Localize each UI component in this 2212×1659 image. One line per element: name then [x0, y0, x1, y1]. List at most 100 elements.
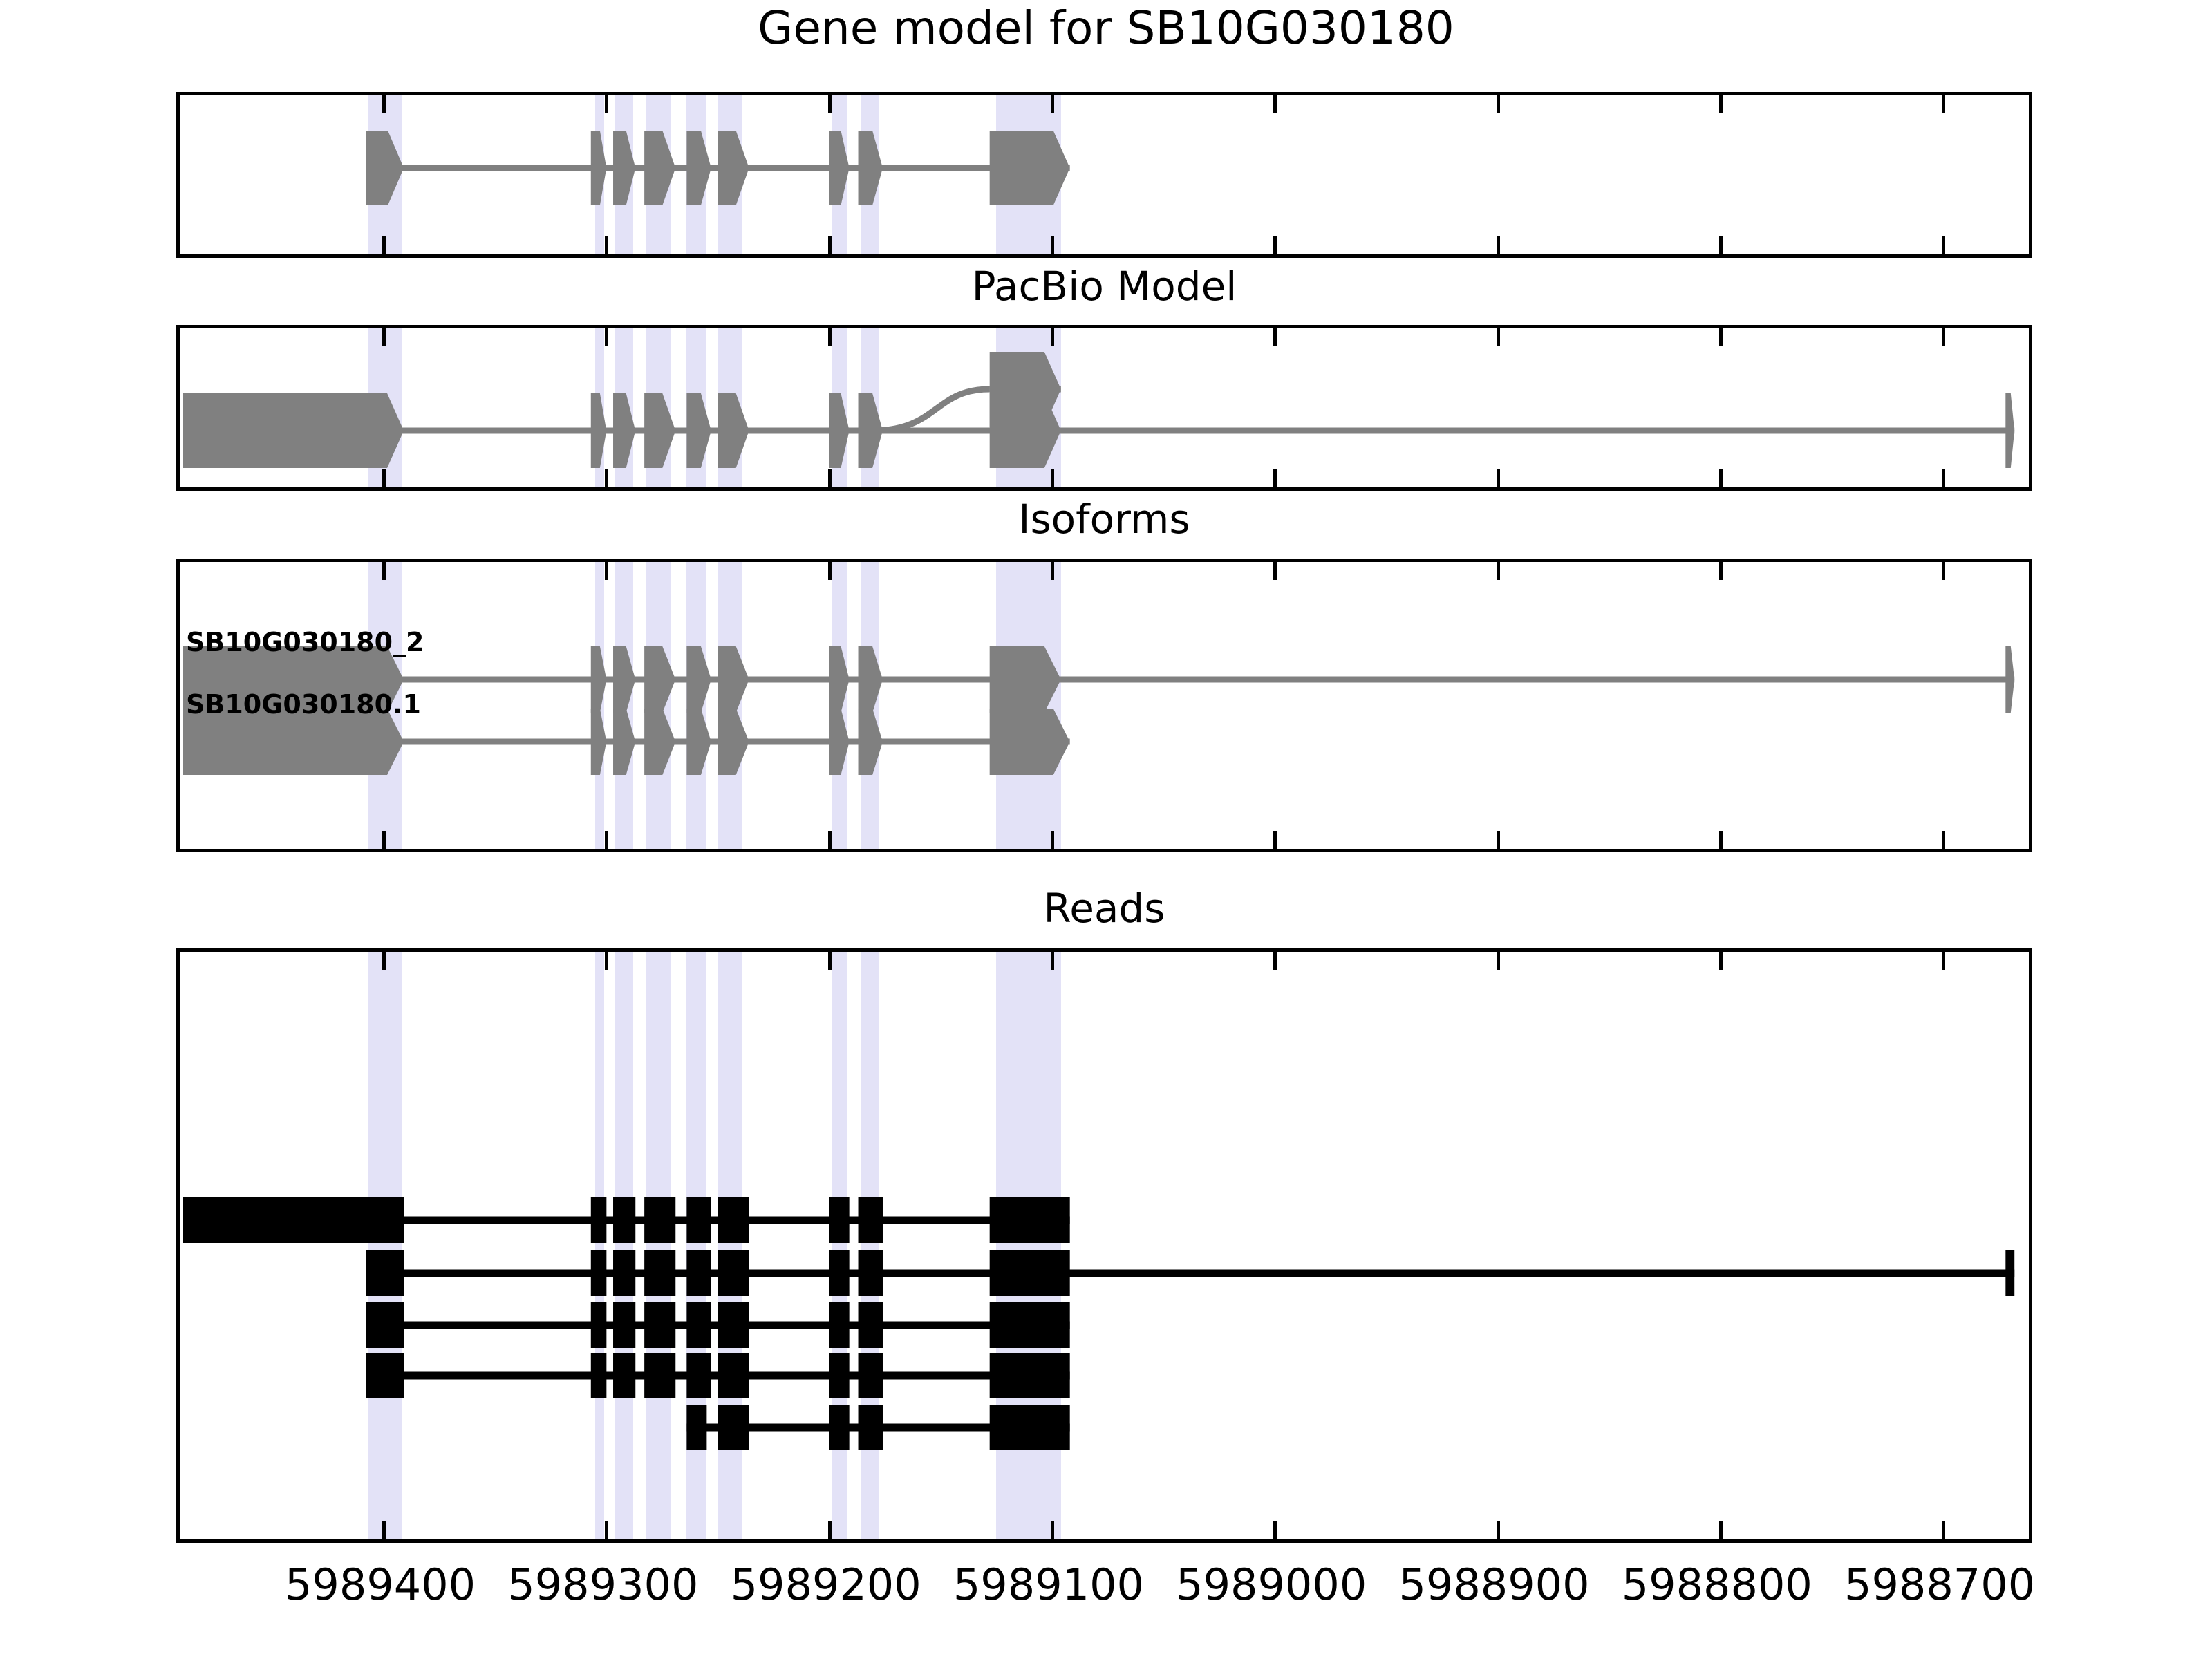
axis-tick	[1273, 952, 1277, 970]
exon-block	[590, 1250, 607, 1296]
exon-block	[613, 1302, 636, 1348]
isoform-tracks	[183, 646, 2015, 775]
axis-tick	[1496, 1521, 1500, 1539]
exon-block	[829, 1250, 850, 1296]
exon-block	[718, 646, 749, 713]
axis-tick	[1718, 95, 1723, 113]
axis-tick	[1718, 952, 1723, 970]
exon-block	[718, 1250, 749, 1296]
exon-block	[183, 393, 404, 468]
exon-block	[718, 1353, 749, 1398]
axis-tick	[827, 562, 832, 580]
exon-block	[644, 709, 676, 775]
axis-tick	[1942, 831, 1946, 849]
exon-block	[829, 709, 850, 775]
axis-tick	[1273, 1521, 1277, 1539]
axis-tick	[1496, 952, 1500, 970]
exon-block	[686, 393, 711, 468]
exon-block	[2005, 1250, 2015, 1296]
axis-tick	[1050, 95, 1054, 113]
exon-block	[718, 1197, 749, 1243]
axis-tick	[827, 952, 832, 970]
axis-tick	[605, 469, 609, 487]
exon-block	[644, 1302, 676, 1348]
exon-block	[858, 1353, 883, 1398]
axis-tick	[1496, 236, 1500, 254]
panel-title-pacbio-model: PacBio Model	[971, 263, 1237, 310]
exon-block	[686, 1302, 711, 1348]
transcript-row	[366, 131, 1070, 205]
axis-tick	[382, 831, 386, 849]
exon-block	[2005, 393, 2015, 468]
highlight-band	[615, 952, 634, 1539]
exon-block	[366, 1302, 404, 1348]
axis-tick	[605, 95, 609, 113]
axis-tick	[1273, 236, 1277, 254]
exon-block	[590, 709, 607, 775]
highlight-band	[368, 952, 402, 1539]
axis-tick	[1496, 328, 1500, 346]
axis-tick	[605, 952, 609, 970]
exon-block	[989, 1250, 1070, 1296]
exon-block	[613, 131, 636, 205]
axis-tick	[1273, 562, 1277, 580]
highlight-band	[646, 952, 671, 1539]
exon-block	[183, 646, 404, 713]
exon-block	[829, 131, 850, 205]
axis-tick	[1942, 469, 1946, 487]
axis-tick	[1273, 328, 1277, 346]
axis-tick-label: 5989400	[284, 1559, 476, 1610]
axis-tick	[382, 469, 386, 487]
exon-block	[366, 131, 404, 205]
axis-tick	[827, 328, 832, 346]
exon-block	[644, 646, 676, 713]
exon-block	[858, 1197, 883, 1243]
axis-tick	[382, 562, 386, 580]
exon-block	[686, 1405, 707, 1450]
exon-block	[644, 1197, 676, 1243]
axis-tick	[1050, 236, 1054, 254]
axis-tick	[1718, 1521, 1723, 1539]
axis-tick-label: 5989300	[507, 1559, 699, 1610]
axis-tick	[1942, 95, 1946, 113]
exon-block	[590, 1197, 607, 1243]
exon-block	[858, 1250, 883, 1296]
exon-block	[989, 1197, 1070, 1243]
panel-pacbio-model	[176, 325, 2032, 491]
panel-gene-model	[176, 92, 2032, 258]
axis-tick	[827, 95, 832, 113]
axis-tick	[382, 328, 386, 346]
exon-block	[829, 1302, 850, 1348]
exon-block	[644, 393, 676, 468]
exon-block	[2005, 646, 2015, 713]
axis-tick	[382, 95, 386, 113]
axis-tick	[1050, 469, 1054, 487]
exon-block	[686, 1250, 711, 1296]
axis-tick	[1496, 831, 1500, 849]
exon-block	[613, 1353, 636, 1398]
exon-block	[829, 1405, 850, 1450]
exon-block	[590, 393, 607, 468]
exon-block	[989, 1353, 1070, 1398]
axis-tick	[827, 236, 832, 254]
transcript-row	[366, 1250, 2015, 1296]
exon-block	[590, 1302, 607, 1348]
axis-tick-label: 5989000	[1176, 1559, 1367, 1610]
axis-tick	[1273, 95, 1277, 113]
exon-block	[686, 646, 711, 713]
axis-tick	[605, 562, 609, 580]
axis-tick	[1050, 831, 1054, 849]
panel-title-reads: Reads	[1043, 885, 1165, 932]
isoform-label: SB10G030180_2	[186, 627, 424, 657]
exon-block	[613, 393, 636, 468]
axis-tick-label: 5989100	[953, 1559, 1144, 1610]
axis-tick	[827, 1521, 832, 1539]
exon-block	[989, 352, 1061, 427]
exon-block	[590, 1353, 607, 1398]
axis-tick	[1718, 236, 1723, 254]
exon-block	[366, 1250, 404, 1296]
axis-tick	[605, 236, 609, 254]
panel-title-isoforms: Isoforms	[1018, 496, 1190, 543]
exon-block	[718, 1302, 749, 1348]
